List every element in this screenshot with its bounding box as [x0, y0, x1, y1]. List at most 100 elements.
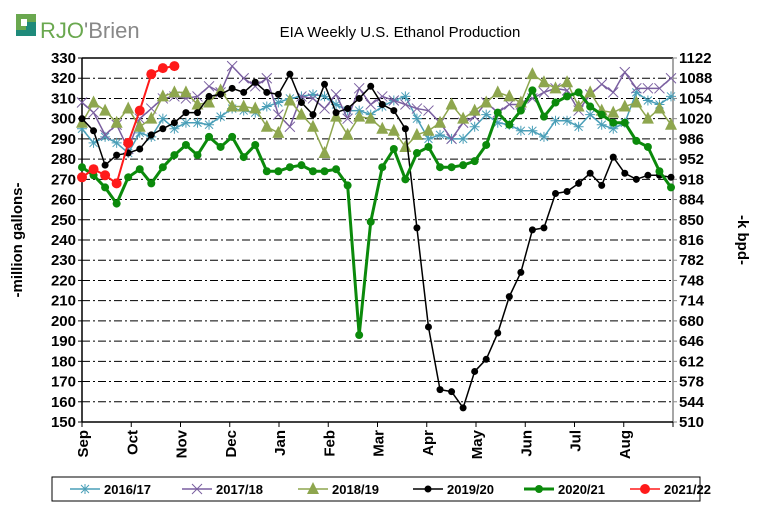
data-point: [192, 91, 203, 102]
data-point: [123, 137, 134, 148]
data-point: [226, 60, 238, 72]
data-point: [124, 173, 133, 182]
data-point: [168, 85, 181, 98]
data-point: [550, 115, 561, 126]
legend-label: 2016/17: [104, 482, 151, 497]
data-point: [526, 67, 539, 80]
data-point: [169, 123, 180, 134]
data-point: [643, 142, 652, 151]
data-point: [251, 140, 260, 149]
legend: 2016/17 2017/18 2018/19 2019/20 2020/21 2021/…: [51, 476, 711, 502]
data-point: [400, 91, 411, 102]
data-point: [665, 117, 677, 130]
data-point: [573, 121, 584, 132]
data-point: [204, 119, 215, 130]
data-point: [667, 183, 675, 192]
data-point: [435, 129, 446, 140]
data-point: [169, 61, 180, 72]
data-point: [88, 164, 99, 175]
legend-label: 2021/22: [664, 482, 711, 497]
data-point: [191, 97, 204, 110]
series-line: [81, 88, 673, 337]
data-point: [261, 101, 272, 112]
legend-item-2020-21: 2020/21: [524, 482, 605, 497]
series-2017-18: [76, 60, 677, 155]
data-point: [111, 137, 122, 148]
data-point: [78, 163, 86, 172]
y-tick-label: 220: [51, 272, 76, 289]
data-point: [272, 125, 285, 138]
data-point: [632, 175, 640, 183]
data-point: [321, 80, 329, 88]
data-point: [458, 133, 469, 144]
data-point: [424, 142, 433, 151]
y-tick-label: 210: [51, 293, 76, 310]
data-point: [77, 123, 87, 134]
legend-marker: [424, 485, 432, 493]
y-tick-label: 300: [51, 111, 76, 128]
data-point: [180, 117, 191, 128]
data-point: [286, 70, 294, 78]
data-point: [205, 132, 214, 141]
y-tick-label: 150: [51, 414, 76, 431]
x-axis-ticks: Sep Oct Nov Dec Jan Feb Mar Apr May Jun Jul Aug: [75, 422, 674, 459]
data-point: [515, 125, 526, 136]
y2-tick-label: 952: [679, 151, 704, 168]
data-point: [596, 119, 607, 130]
data-point: [112, 199, 121, 208]
data-point: [274, 90, 282, 98]
data-point: [100, 170, 111, 181]
data-point: [537, 75, 550, 88]
data-point: [388, 95, 400, 106]
series-line: [81, 65, 672, 150]
data-point: [517, 268, 525, 276]
data-point: [597, 110, 606, 119]
data-point: [401, 125, 409, 133]
legend-label: 2019/20: [447, 482, 494, 497]
data-point: [192, 117, 203, 128]
y-tick-label: 290: [51, 131, 76, 148]
data-point: [563, 92, 572, 101]
data-point: [390, 107, 398, 115]
y2-tick-label: 748: [679, 272, 704, 289]
data-point: [344, 105, 352, 113]
data-point: [630, 95, 643, 108]
data-point: [607, 105, 620, 118]
data-point: [618, 99, 631, 112]
data-point: [412, 149, 421, 158]
data-point: [274, 167, 283, 176]
data-point: [665, 72, 677, 84]
data-point: [469, 121, 480, 132]
data-point: [135, 165, 144, 174]
data-point: [423, 133, 434, 144]
data-point: [641, 111, 654, 124]
data-point: [216, 142, 225, 151]
data-point: [90, 127, 98, 135]
data-point: [494, 329, 502, 337]
data-point: [341, 127, 354, 140]
data-point: [481, 109, 492, 120]
data-point: [389, 145, 398, 153]
data-point: [607, 87, 619, 98]
y2-tick-label: 714: [679, 293, 705, 310]
data-point: [355, 331, 364, 340]
data-point: [355, 94, 363, 102]
data-point: [366, 217, 375, 226]
data-point: [447, 163, 456, 172]
legend-marker: [80, 484, 90, 494]
data-point: [193, 109, 201, 117]
data-point: [78, 115, 86, 123]
data-point: [260, 119, 273, 132]
series-line: [81, 91, 672, 154]
data-point: [644, 171, 652, 179]
y-axis-label: -million gallons-: [9, 182, 26, 297]
y2-tick-label: 1122: [679, 50, 712, 67]
data-point: [111, 178, 122, 189]
x-tick-label-oct: Oct: [124, 430, 141, 455]
data-point: [87, 95, 100, 108]
data-point: [586, 102, 595, 111]
data-point: [295, 107, 308, 120]
data-point: [307, 93, 319, 104]
data-point: [157, 113, 168, 124]
series-2021-22: [77, 61, 180, 189]
